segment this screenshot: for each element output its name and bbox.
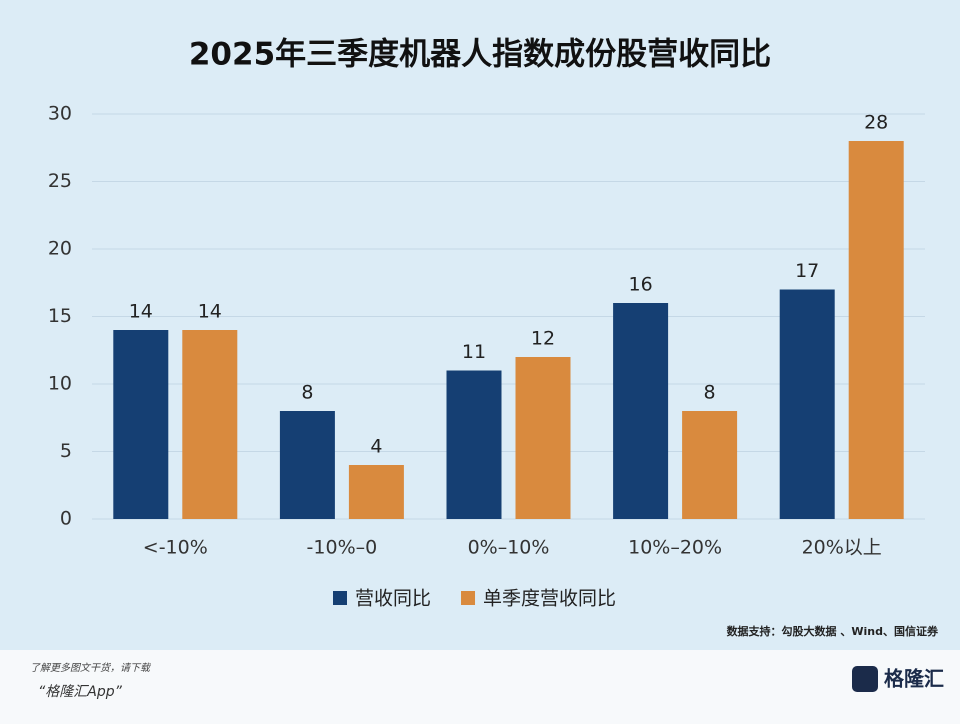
legend-swatch (461, 591, 476, 605)
x-tick-label: -10%–0 (307, 537, 378, 559)
data-label: 12 (531, 328, 555, 350)
y-tick-label: 0 (60, 508, 72, 530)
bar (848, 141, 904, 519)
data-label: 14 (129, 301, 153, 323)
source-note: 数据支持：勾股大数据 、Wind、国信证券 (727, 624, 939, 638)
footer-background (0, 650, 960, 724)
y-tick-label: 30 (48, 103, 72, 125)
logo-text: 格隆汇 (884, 667, 944, 691)
bar (348, 465, 404, 519)
bar (182, 330, 238, 519)
y-tick-label: 5 (60, 440, 72, 462)
legend-label: 单季度营收同比 (483, 588, 616, 610)
bar (279, 411, 335, 519)
data-label: 11 (462, 341, 486, 363)
bar (613, 303, 669, 519)
y-tick-label: 10 (48, 373, 72, 395)
x-tick-label: 10%–20% (628, 537, 722, 559)
chart-title: 2025年三季度机器人指数成份股营收同比 (189, 37, 771, 73)
legend-label: 营收同比 (355, 588, 431, 610)
data-label: 28 (864, 112, 888, 134)
footer-text: 了解更多图文干货，请下载 (30, 662, 152, 674)
data-label: 17 (795, 260, 819, 282)
bar (779, 289, 835, 519)
data-label: 4 (370, 436, 382, 458)
footer-app: “格隆汇App” (38, 684, 123, 700)
bar (515, 357, 571, 519)
x-tick-label: <-10% (143, 537, 208, 559)
data-label: 14 (198, 301, 222, 323)
y-tick-label: 25 (48, 170, 72, 192)
data-label: 8 (301, 382, 313, 404)
data-label: 16 (629, 274, 653, 296)
y-tick-label: 15 (48, 305, 72, 327)
bar (682, 411, 738, 519)
y-tick-label: 20 (48, 238, 72, 260)
bar (113, 330, 169, 519)
bar (446, 370, 502, 519)
legend-swatch (333, 591, 347, 605)
data-label: 8 (704, 382, 716, 404)
x-tick-label: 0%–10% (468, 537, 550, 559)
x-tick-label: 20%以上 (802, 537, 882, 559)
logo-icon (852, 666, 878, 692)
